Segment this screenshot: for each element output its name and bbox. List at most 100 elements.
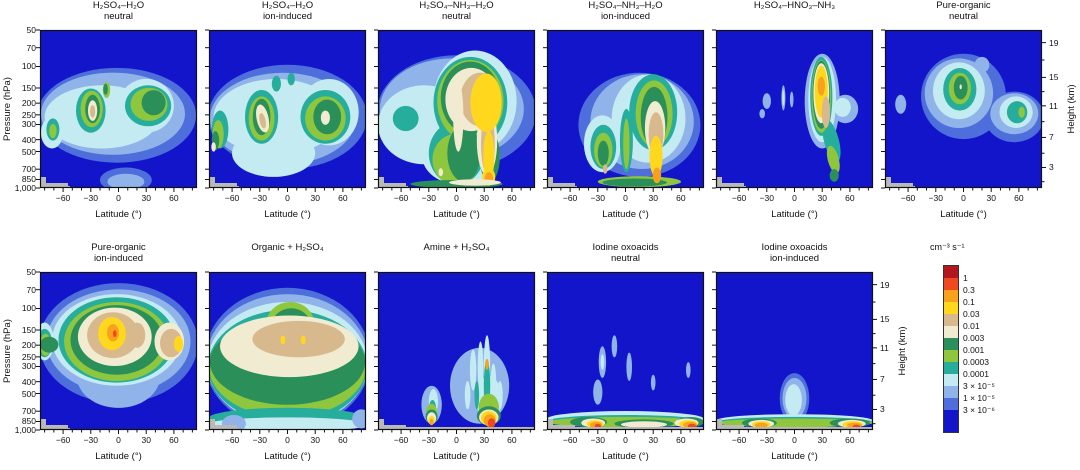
axis-ticks — [712, 29, 869, 192]
x-tick-label: −60 — [55, 193, 71, 203]
plot-border — [546, 29, 705, 189]
axis-ticks — [205, 29, 362, 192]
panel-title-line: ion-induced — [600, 11, 651, 22]
pressure-tick-label: 1,000 — [14, 183, 36, 193]
x-tick-label: 30 — [310, 193, 320, 203]
x-axis-label: Latitude (°) — [95, 451, 142, 462]
height-tick-label: 11 — [1049, 100, 1058, 111]
axis-ticks — [881, 29, 1046, 192]
contour-plot-iodine-ion — [712, 271, 877, 434]
colorbar-boundary-label: 0.001 — [963, 345, 985, 355]
contour-plot-h2so4-nh3-h2o-neutral — [374, 29, 536, 192]
height-axis-label: Height (km) — [1066, 84, 1077, 134]
colorbar-unit-label: cm⁻³ s⁻¹ — [930, 242, 965, 252]
x-axis-label: Latitude (°) — [771, 209, 818, 220]
x-tick-label: 60 — [169, 435, 179, 445]
x-axis-label: Latitude (°) — [940, 209, 987, 220]
x-axis-label: Latitude (°) — [95, 209, 142, 220]
x-tick-label: 60 — [845, 435, 855, 445]
panel-title-line: ion-induced — [769, 253, 820, 264]
colorbar-boundary-label: 3 × 10⁻⁶ — [963, 405, 995, 415]
x-tick-label: 0 — [961, 193, 966, 203]
plot-border — [39, 271, 198, 431]
contour-plot-h2so4-h2o-ion — [205, 29, 367, 192]
colorbar-boundary-label: 1 × 10⁻⁵ — [963, 393, 995, 403]
surface-topography — [40, 419, 70, 430]
colorbar-boundary-label: 0.3 — [963, 285, 975, 295]
panel-title-iodine-ion: Iodine oxoacids ion-induced — [708, 242, 881, 264]
pressure-tick-label: 300 — [21, 119, 36, 130]
colorbar-segment — [944, 314, 958, 326]
colorbar-boundary-label: 0.0001 — [963, 369, 989, 379]
panel-title-h2so4-h2o-ion: H₂SO₄–H₂O ion-induced — [201, 0, 374, 22]
surface-topography — [716, 419, 873, 430]
x-tick-label: −60 — [393, 193, 409, 203]
x-axis-label: Latitude (°) — [264, 209, 311, 220]
plot-border — [546, 271, 705, 431]
height-tick-label: 15 — [880, 314, 890, 325]
surface-topography — [209, 177, 239, 188]
contour-plot-organic-h2so4 — [205, 271, 367, 434]
x-tick-label: −30 — [928, 193, 943, 203]
x-tick-label: 30 — [141, 435, 151, 445]
colorbar-segment — [944, 386, 958, 398]
colorbar-segment — [944, 266, 958, 278]
axis-ticks — [543, 29, 700, 192]
pressure-tick-label: 50 — [26, 267, 36, 277]
colorbar-boundary-label: 0.1 — [963, 297, 975, 307]
x-tick-label: −30 — [590, 193, 605, 203]
panel-title-h2so4-hno3-nh3: H₂SO₄–HNO₃–NH₃ — [708, 0, 881, 11]
contour-blobs — [547, 30, 704, 188]
plot-border — [208, 29, 367, 189]
x-tick-label: 30 — [648, 193, 658, 203]
surface-topography — [885, 177, 915, 188]
x-tick-label: 0 — [454, 193, 459, 203]
contour-plot-amine-h2so4 — [374, 271, 536, 434]
x-tick-label: 30 — [986, 193, 996, 203]
colorbar-segment — [944, 290, 958, 302]
panel-title-organic-h2so4: Organic + H₂SO₄ — [201, 242, 374, 253]
x-tick-label: 30 — [479, 193, 489, 203]
panel-title-line: ion-induced — [262, 11, 313, 22]
height-axis-label: Height (km) — [897, 326, 908, 376]
x-tick-label: −30 — [252, 193, 267, 203]
colorbar-segment — [944, 398, 958, 410]
panel-title-line: Organic + H₂SO₄ — [251, 242, 324, 253]
x-axis-label: Latitude (°) — [433, 209, 480, 220]
contour-plot-pure-organic-neutral — [881, 29, 1046, 192]
x-tick-label: 0 — [792, 193, 797, 203]
x-tick-label: −60 — [562, 435, 578, 445]
contour-plot-iodine-neutral — [543, 271, 705, 434]
pressure-tick-label: 700 — [21, 406, 36, 417]
colorbar — [943, 265, 959, 433]
panel-title-line: H₂SO₄–H₂O — [261, 0, 314, 11]
contour-blobs — [716, 272, 873, 430]
axis-ticks — [205, 271, 362, 434]
panel-title-h2so4-nh3-h2o-neutral: H₂SO₄–NH₃–H₂O neutral — [370, 0, 543, 22]
colorbar-segment — [944, 338, 958, 350]
pressure-tick-label: 500 — [21, 146, 36, 157]
contour-blobs — [885, 30, 1042, 188]
x-tick-label: 60 — [507, 193, 517, 203]
x-tick-label: 60 — [845, 193, 855, 203]
pressure-tick-label: 300 — [21, 361, 36, 372]
height-tick-label: 3 — [880, 404, 885, 415]
height-tick-label: 19 — [1049, 37, 1059, 48]
height-tick-label: 7 — [880, 374, 885, 385]
contour-plot-pure-organic-ion — [36, 271, 198, 434]
height-tick-label: 3 — [1049, 162, 1054, 173]
x-tick-label: 60 — [169, 193, 179, 203]
panel-title-line: H₂SO₄–NH₃–H₂O — [419, 0, 494, 11]
contour-plot-h2so4-h2o-neutral — [36, 29, 198, 192]
panel-title-h2so4-nh3-h2o-ion: H₂SO₄–NH₃–H₂O ion-induced — [539, 0, 712, 22]
pressure-tick-label: 200 — [21, 98, 36, 109]
height-tick-label: 15 — [1049, 72, 1059, 83]
x-tick-label: 0 — [116, 193, 121, 203]
pressure-tick-label: 1,000 — [14, 425, 36, 435]
contour-blobs — [209, 272, 366, 430]
pressure-tick-label: 250 — [21, 109, 36, 120]
x-tick-label: −30 — [759, 193, 774, 203]
colorbar-boundary-label: 0.0003 — [963, 357, 989, 367]
colorbar-boundary-label: 0.03 — [963, 309, 980, 319]
